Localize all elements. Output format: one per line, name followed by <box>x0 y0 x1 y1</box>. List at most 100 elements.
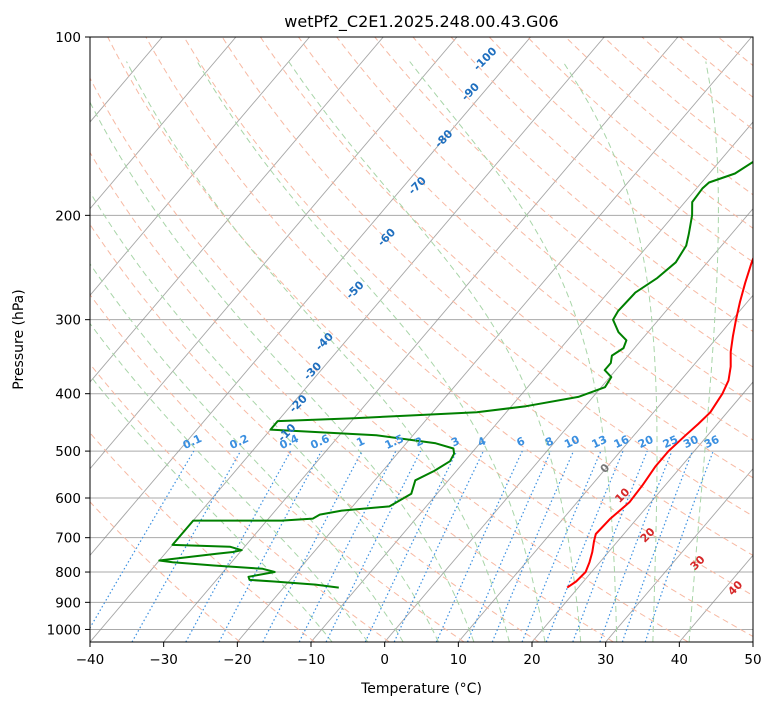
dry-adiabat-line <box>90 151 614 642</box>
mixing-ratio-line <box>364 450 458 642</box>
isotherm-line <box>90 37 310 297</box>
moist-adiabat-line <box>90 101 475 642</box>
y-axis-label: Pressure (hPa) <box>11 289 27 389</box>
x-tick-label: 0 <box>380 652 389 668</box>
mixing-ratio-line <box>185 450 292 642</box>
y-tick-label: 600 <box>55 491 81 507</box>
mixing-ratio-line <box>644 450 714 642</box>
temperature-contour-label: -80 <box>432 127 455 150</box>
dry-adiabat-line <box>221 37 753 517</box>
mixing-ratio-label: 30 <box>681 433 701 451</box>
mixing-ratio-label: 10 <box>562 433 582 451</box>
temperature-contour-label: -30 <box>301 359 324 382</box>
x-tick-label: −10 <box>297 652 326 668</box>
dry-adiabat-line <box>565 37 753 196</box>
dry-adiabat-line <box>90 363 390 642</box>
y-tick-label: 200 <box>55 208 81 224</box>
temperature-contour-label: -100 <box>471 44 500 73</box>
x-tick-label: 10 <box>450 652 467 668</box>
plot-frame <box>89 36 754 643</box>
isotherm-line <box>90 37 384 383</box>
temperature-contour-label: -20 <box>287 392 310 415</box>
dry-adiabat-line <box>107 37 753 638</box>
y-tick-label: 400 <box>55 387 81 403</box>
y-tick-label: 100 <box>55 30 81 46</box>
isotherm-line <box>457 294 753 642</box>
dry-adiabat-line <box>90 223 540 642</box>
isotherm-line <box>531 381 753 642</box>
x-tick-label: 20 <box>523 652 540 668</box>
moist-adiabat-line <box>688 61 719 642</box>
mixing-ratio-label: 4 <box>476 434 489 449</box>
isotherm-line <box>605 467 753 642</box>
x-axis-label: Temperature (°C) <box>360 681 482 697</box>
isotherm-line <box>310 121 753 642</box>
dry-adiabat-line <box>90 432 316 642</box>
mixing-ratio-label: 1 <box>354 434 366 449</box>
moist-adiabat-line <box>288 61 582 642</box>
mixing-ratio-label: 0.1 <box>181 432 204 452</box>
isotherm-line <box>90 37 531 557</box>
mixing-ratio-line <box>90 450 195 629</box>
mixing-ratio-label: 16 <box>612 433 632 451</box>
mixing-ratio-label: 0.2 <box>228 432 251 452</box>
temperature-contour-label: 30 <box>688 553 708 573</box>
moist-adiabat-line <box>90 322 369 642</box>
contour-label-layer: 0.1 0.2 0.4 0.6 1 1.5 2 3 4 6 8 10 13 16 20 25 30 36-100-… <box>181 44 746 598</box>
x-axis: −40 −30 −20 −10 0 10 20 30 40 50 <box>76 642 762 668</box>
mixing-ratio-label: 20 <box>636 433 656 451</box>
mixing-ratio-line <box>131 450 242 642</box>
dry-adiabat-line <box>90 501 241 642</box>
x-tick-label: 30 <box>597 652 614 668</box>
dewpoint-profile-line <box>158 160 753 589</box>
dry-adiabat-line <box>603 37 753 163</box>
isotherm-line <box>90 37 458 470</box>
moist-adiabat-line <box>409 61 618 642</box>
y-tick-label: 800 <box>55 565 81 581</box>
moist-adiabat-line <box>90 374 333 642</box>
dry-adiabat-line <box>259 37 753 479</box>
moist-adiabat-line <box>90 263 404 642</box>
x-tick-label: 40 <box>671 652 688 668</box>
dry-adiabat-line <box>450 37 753 298</box>
mixing-ratio-label: 13 <box>590 433 609 451</box>
temperature-contour-label: -40 <box>313 330 336 353</box>
x-tick-label: −40 <box>76 652 105 668</box>
dry-adiabat-line <box>679 37 753 98</box>
x-tick-label: −20 <box>223 652 252 668</box>
isotherm-line <box>90 37 237 210</box>
mixing-ratio-line <box>572 450 648 642</box>
y-tick-label: 300 <box>55 313 81 329</box>
dry-adiabat-line <box>374 37 753 368</box>
dry-adiabat-line <box>90 77 689 642</box>
mixing-ratio-line <box>393 450 484 642</box>
mixing-ratio-line <box>599 450 673 642</box>
isotherm-line <box>90 37 605 642</box>
isotherm-line <box>236 37 752 642</box>
dry-adiabat-line <box>145 37 753 597</box>
dry-adiabat-line <box>488 37 753 263</box>
temperature-contour-label: 20 <box>638 525 658 545</box>
moist-adiabat-line <box>126 61 510 642</box>
dry-adiabat-line <box>717 37 753 67</box>
mixing-ratio-line <box>545 450 624 642</box>
moist-adiabat-line <box>562 61 658 642</box>
dry-adiabat-line <box>298 37 753 441</box>
mixing-ratio-label: 1.5 <box>383 432 406 452</box>
plot-area <box>90 37 753 642</box>
mixing-ratio-label: 8 <box>543 434 555 449</box>
mixing-ratio-line <box>325 450 422 642</box>
x-tick-label: −30 <box>149 652 178 668</box>
isotherm-line <box>678 554 753 642</box>
mixing-ratio-label: 36 <box>702 433 722 451</box>
y-tick-label: 900 <box>55 595 81 611</box>
x-tick-label: 50 <box>744 652 761 668</box>
mixing-ratio-line <box>621 450 693 642</box>
temperature-contour-label: -70 <box>406 174 429 197</box>
mixing-ratio-line <box>491 450 575 642</box>
y-tick-label: 700 <box>55 531 81 547</box>
mixing-ratio-label: 6 <box>515 434 528 449</box>
dry-adiabat-line <box>412 37 753 333</box>
temperature-profile-line <box>566 256 753 589</box>
y-axis: 100 200 300 400 500 600 700 800 900 1000 <box>47 30 90 638</box>
